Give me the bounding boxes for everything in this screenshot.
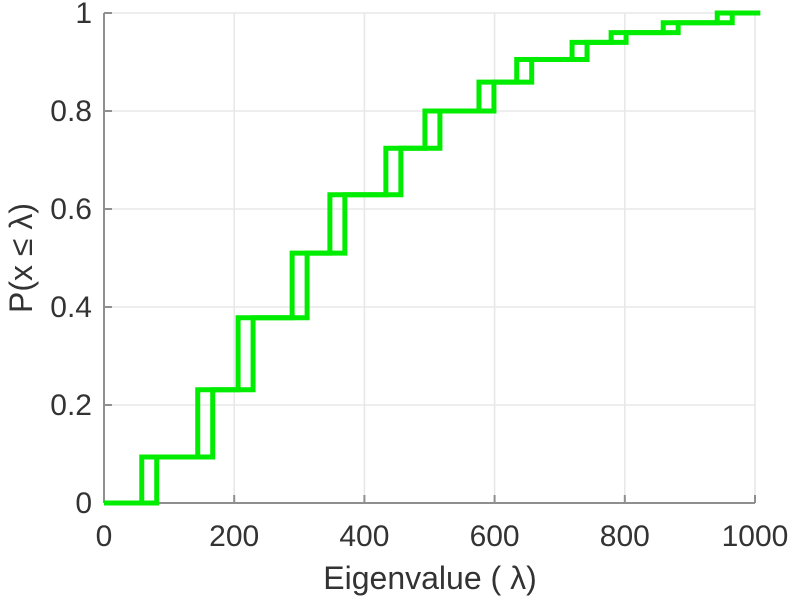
- y-tick-label: 1: [75, 0, 92, 30]
- x-axis-label: Eigenvalue ( λ): [323, 560, 536, 596]
- ecdf-curve: [104, 10, 761, 506]
- y-tick-label: 0.8: [50, 95, 92, 128]
- ecdf-curve-offset: [104, 10, 761, 506]
- y-tick-label: 0.6: [50, 193, 92, 226]
- plot-area: 0 200 400 600 800 1000 0 0.2 0.4 0.6 0.8 1: [50, 0, 788, 553]
- y-axis-label: P(x ≤ λ): [3, 203, 39, 313]
- y-tick-label: 0: [75, 487, 92, 520]
- y-tick-label: 0.2: [50, 389, 92, 422]
- x-tick-label: 1000: [722, 520, 789, 553]
- x-tick-label: 200: [209, 520, 259, 553]
- x-tick-label: 600: [470, 520, 520, 553]
- y-tick-label: 0.4: [50, 291, 92, 324]
- x-tick-label: 0: [96, 520, 113, 553]
- x-tick-label: 800: [600, 520, 650, 553]
- x-tick-label: 400: [339, 520, 389, 553]
